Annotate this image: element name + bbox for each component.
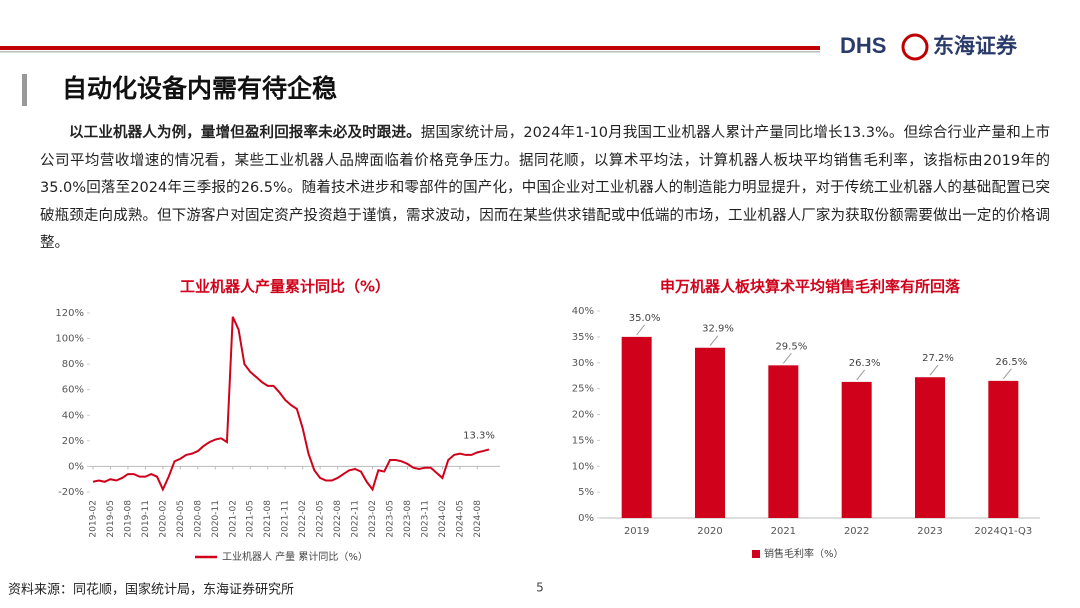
bar (915, 377, 945, 518)
logo-latin: DHS (840, 33, 886, 58)
x-tick-label: 2020-02 (158, 500, 168, 538)
x-tick-label: 2020-11 (211, 500, 221, 538)
x-tick-label: 2019-11 (141, 500, 151, 538)
x-tick-label: 2024Q1-Q3 (974, 526, 1032, 537)
y-tick-label: -20% (58, 487, 84, 498)
y-tick-label: 120% (55, 308, 84, 319)
body-text: 以工业机器人为例，量增但盈利回报率未必及时跟进。据国家统计局，2024年1-10… (40, 120, 1050, 258)
data-label: 13.3% (463, 430, 495, 441)
x-tick-label: 2021-02 (228, 500, 238, 538)
y-tick-label: 20% (62, 436, 84, 447)
y-tick-label: 35% (572, 332, 594, 343)
x-tick-label: 2023 (917, 526, 942, 537)
x-tick-label: 2024-02 (438, 500, 448, 538)
body-bold: 以工业机器人为例，量增但盈利回报率未必及时跟进。 (69, 125, 421, 141)
x-tick-label: 2020-05 (176, 500, 186, 538)
logo-icon (901, 33, 929, 61)
y-tick-label: 30% (572, 358, 594, 369)
bar (621, 336, 652, 518)
x-tick-label: 2023-08 (403, 500, 413, 538)
x-tick-label: 2024-08 (473, 500, 483, 538)
x-tick-label: 2022-02 (298, 500, 308, 538)
header-rule (0, 51, 820, 53)
label-leader (782, 353, 792, 364)
x-tick-label: 2023-05 (386, 500, 396, 538)
y-tick-label: 40% (62, 410, 84, 421)
slide-title: 自动化设备内需有待企稳 (62, 74, 337, 103)
body-rest: 据国家统计局，2024年1-10月我国工业机器人累计产量同比增长13.3%。但综… (40, 125, 1051, 251)
x-tick-label: 2023-11 (420, 500, 430, 538)
y-tick-label: 5% (578, 487, 594, 498)
chart-title: 工业机器人产量累计同比（%） (180, 278, 390, 296)
x-tick-label: 2020-08 (193, 500, 203, 538)
legend-label: 销售毛利率（%） (764, 547, 844, 560)
y-tick-label: 15% (572, 435, 594, 446)
data-label: 26.5% (995, 357, 1027, 368)
legend-swatch (752, 550, 760, 558)
x-tick-label: 2022-05 (316, 500, 326, 538)
bar (695, 347, 725, 518)
y-tick-label: 25% (572, 384, 594, 395)
x-tick-label: 2022 (844, 526, 869, 537)
logo-cn: 东海证券 (933, 34, 1018, 58)
bar (988, 380, 1019, 518)
x-tick-label: 2020 (697, 526, 722, 537)
x-tick-label: 2021-05 (246, 500, 256, 538)
data-label: 27.2% (922, 353, 954, 364)
title-marker (22, 74, 27, 106)
x-tick-label: 2022-08 (333, 500, 343, 538)
y-tick-label: 40% (572, 306, 594, 317)
x-tick-label: 2022-11 (351, 500, 361, 538)
x-tick-label: 2023-02 (368, 500, 378, 538)
x-tick-label: 2019 (624, 526, 649, 537)
line-series (92, 316, 490, 492)
label-leader (856, 369, 866, 381)
y-tick-label: 10% (572, 461, 594, 472)
data-label: 35.0% (629, 313, 661, 324)
data-label: 26.3% (849, 358, 881, 369)
x-tick-label: 2019-02 (89, 500, 99, 538)
label-leader (636, 324, 646, 336)
header-bar (0, 46, 820, 50)
bar (768, 365, 799, 518)
x-tick-label: 2019-08 (123, 500, 133, 538)
y-tick-label: 20% (572, 410, 594, 421)
legend-label: 工业机器人 产量 累计同比（%） (222, 550, 368, 563)
y-tick-label: 100% (55, 334, 84, 345)
source: 资料来源：同花顺，国家统计局，东海证券研究所 (8, 582, 294, 598)
label-leader (709, 335, 719, 347)
y-tick-label: 80% (62, 359, 84, 370)
y-tick-label: 60% (62, 385, 84, 396)
x-tick-label: 2021-08 (263, 500, 273, 538)
x-tick-label: 2024-05 (455, 500, 465, 538)
label-leader (929, 364, 939, 376)
x-tick-label: 2019-05 (106, 500, 116, 538)
data-label: 32.9% (702, 324, 734, 335)
data-label: 29.5% (775, 341, 807, 352)
chart-title: 申万机器人板块算术平均销售毛利率有所回落 (660, 278, 961, 296)
x-tick-label: 2021-11 (281, 500, 291, 538)
y-tick-label: 0% (578, 513, 594, 524)
x-tick-label: 2021 (771, 526, 796, 537)
bar (841, 381, 872, 518)
page-number: 5 (536, 581, 544, 595)
label-leader (1002, 368, 1012, 380)
y-tick-label: 0% (68, 461, 84, 472)
